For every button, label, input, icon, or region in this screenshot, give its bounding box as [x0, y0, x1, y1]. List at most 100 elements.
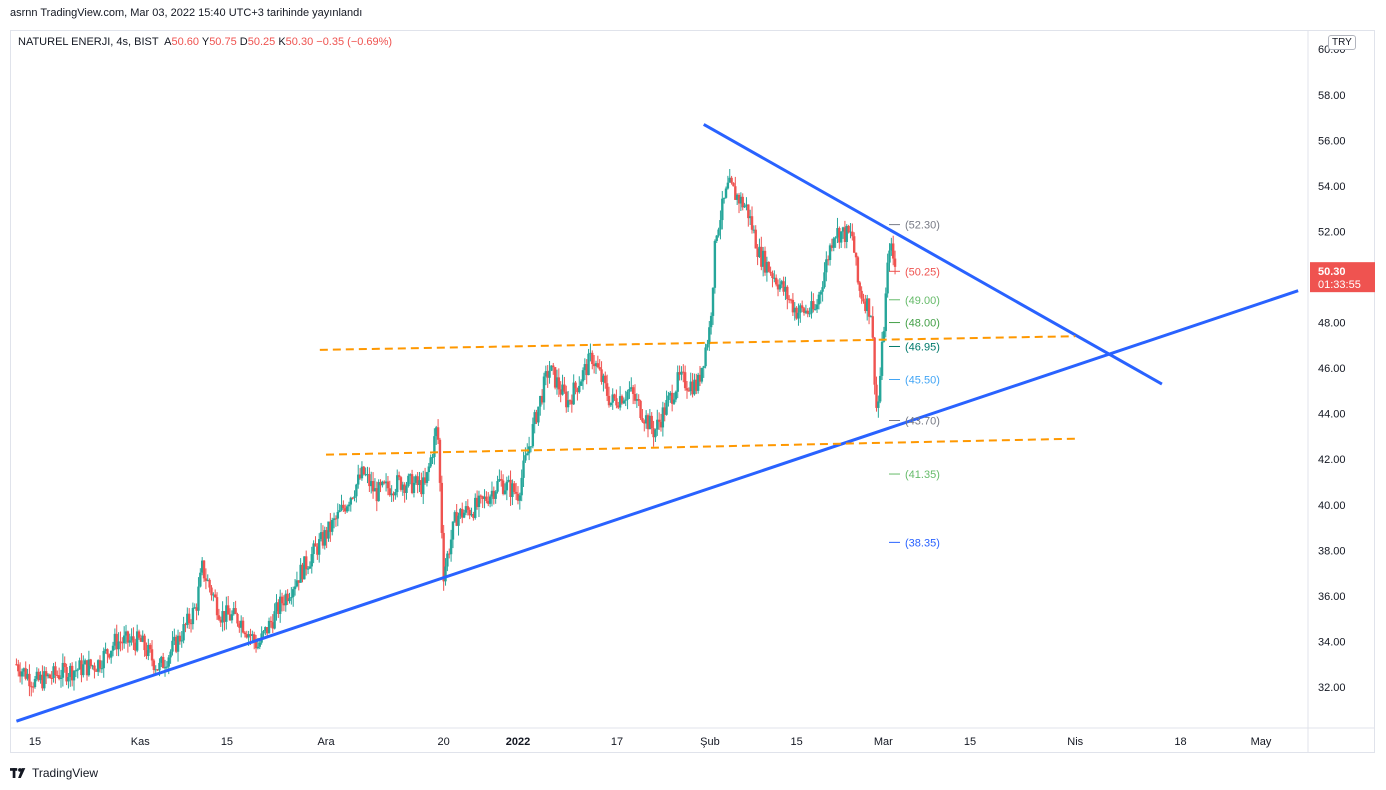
candle-body [819, 291, 822, 295]
candle-body [520, 477, 523, 496]
candle-body [617, 405, 620, 408]
candle-body [225, 605, 228, 622]
candle-body [585, 364, 588, 376]
candle-body [474, 497, 477, 518]
candle-body [187, 613, 191, 624]
candle-body [217, 615, 221, 620]
candle-body [676, 372, 679, 392]
candle-body [145, 650, 148, 657]
candle-body [858, 282, 861, 291]
candle-body [69, 665, 72, 678]
candle-body [152, 660, 156, 670]
candle-body [513, 483, 516, 492]
candle-body [689, 381, 692, 392]
candle-body [202, 560, 206, 579]
candle-body [893, 258, 897, 267]
candle-body [745, 204, 748, 206]
candle-body [683, 372, 687, 389]
candle-body [277, 602, 280, 614]
candle-body [26, 673, 29, 679]
candle-body [637, 399, 640, 401]
candle-body [734, 186, 737, 200]
change-value: −0.35 (−0.69%) [316, 36, 393, 48]
candle-body [35, 671, 39, 679]
candle-body [700, 367, 704, 382]
price-tick-label: 42.00 [1318, 454, 1346, 466]
candle-body [124, 631, 128, 636]
candle-body [604, 375, 607, 384]
candle-body [293, 586, 297, 590]
candle-body [115, 633, 118, 650]
candle-body [241, 620, 245, 633]
candle-body [245, 634, 248, 638]
time-tick-label: 15 [29, 736, 41, 748]
candle-body [327, 521, 330, 539]
candle-body [715, 235, 718, 241]
candle-body [774, 277, 778, 285]
chart-frame[interactable] [10, 30, 1375, 753]
candle-body [345, 506, 349, 512]
candle-body [487, 501, 490, 504]
candle-body [353, 496, 356, 498]
candle-body [696, 374, 700, 391]
candle-body [78, 660, 81, 670]
candle-body [875, 384, 878, 408]
candle-body [113, 633, 117, 646]
candle-body [587, 353, 590, 376]
candle-body [167, 657, 170, 667]
candle-body [139, 637, 143, 642]
time-tick-label: 20 [438, 736, 450, 748]
candle-body [511, 483, 514, 497]
candle-body [862, 298, 865, 302]
currency-badge[interactable]: TRY [1328, 35, 1356, 50]
candle-body [475, 497, 479, 507]
tradingview-logo-icon [10, 767, 26, 778]
candle-body [557, 377, 561, 390]
candle-body [126, 631, 130, 643]
candle-body [314, 543, 317, 547]
candle-body [403, 484, 406, 493]
candle-body [825, 259, 828, 273]
candle-body [708, 327, 711, 345]
candle-body [747, 204, 750, 219]
candle-body [750, 216, 754, 230]
candle-body [254, 641, 258, 649]
candle-body [682, 371, 685, 373]
price-tick-label: 48.00 [1318, 318, 1346, 330]
candle-body [717, 229, 720, 236]
candle-body [137, 631, 141, 638]
candle-body [871, 316, 874, 338]
candle-body [880, 341, 884, 376]
candle-body [680, 371, 683, 375]
candle-body [33, 678, 37, 687]
candle-body [394, 492, 397, 496]
candle-body [477, 495, 481, 507]
candle-body [778, 284, 782, 290]
open-label: A [164, 36, 172, 48]
candle-body [470, 514, 473, 516]
footer-brand[interactable]: TradingView [10, 766, 98, 780]
candle-body [602, 375, 605, 382]
symbol-name[interactable]: NATUREL ENERJI, 4s, BIST [18, 36, 159, 48]
last-price-label: 50.30 [1318, 266, 1346, 278]
candle-body [279, 596, 282, 614]
candle-body [173, 636, 176, 641]
candle-body [843, 227, 847, 242]
candle-body [329, 521, 332, 532]
candle-body [438, 439, 442, 483]
candle-body [505, 481, 509, 491]
candle-body [392, 493, 395, 496]
candle-body [134, 642, 137, 651]
candle-body [44, 671, 48, 677]
candle-body [87, 659, 91, 676]
candle-body [847, 225, 850, 233]
candle-body [210, 587, 213, 596]
candle-body [236, 614, 239, 624]
candle-body [148, 644, 152, 650]
high-label: Y [201, 36, 210, 48]
candle-body [351, 497, 354, 499]
price-level-label: (50.25) [905, 266, 940, 278]
candle-body [119, 641, 122, 643]
candle-body [358, 474, 362, 479]
